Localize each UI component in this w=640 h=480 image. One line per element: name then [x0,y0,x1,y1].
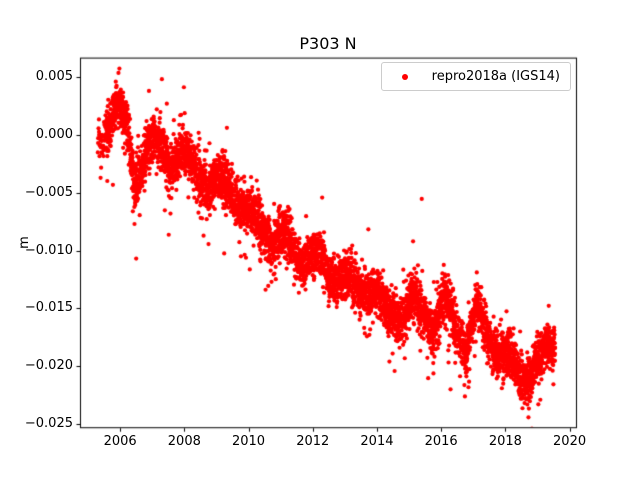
x-tick-label: 2012 [296,434,330,449]
x-tick-label: 2020 [553,434,587,449]
y-tick-label: −0.005 [24,184,73,200]
y-tick-label: −0.015 [24,300,73,316]
y-tick-label: −0.020 [24,358,73,374]
y-tick-label: −0.010 [24,242,73,258]
x-tick-label: 2006 [103,434,137,449]
y-tick-label: 0.005 [35,68,73,84]
x-tick-label: 2014 [360,434,394,449]
x-tick-label: 2010 [231,434,266,449]
x-tick-label: 2018 [488,434,522,449]
legend-box: repro2018a (IGS14) [380,62,571,91]
x-tick-label: 2008 [167,434,201,449]
y-tick-label: 0.000 [35,126,73,142]
legend-series-label: repro2018a (IGS14) [431,69,560,84]
y-tick-label: −0.025 [24,416,73,432]
legend-marker-dot-icon [401,73,408,80]
x-tick-label: 2016 [424,434,458,449]
chart-title: P303 N [299,34,357,53]
